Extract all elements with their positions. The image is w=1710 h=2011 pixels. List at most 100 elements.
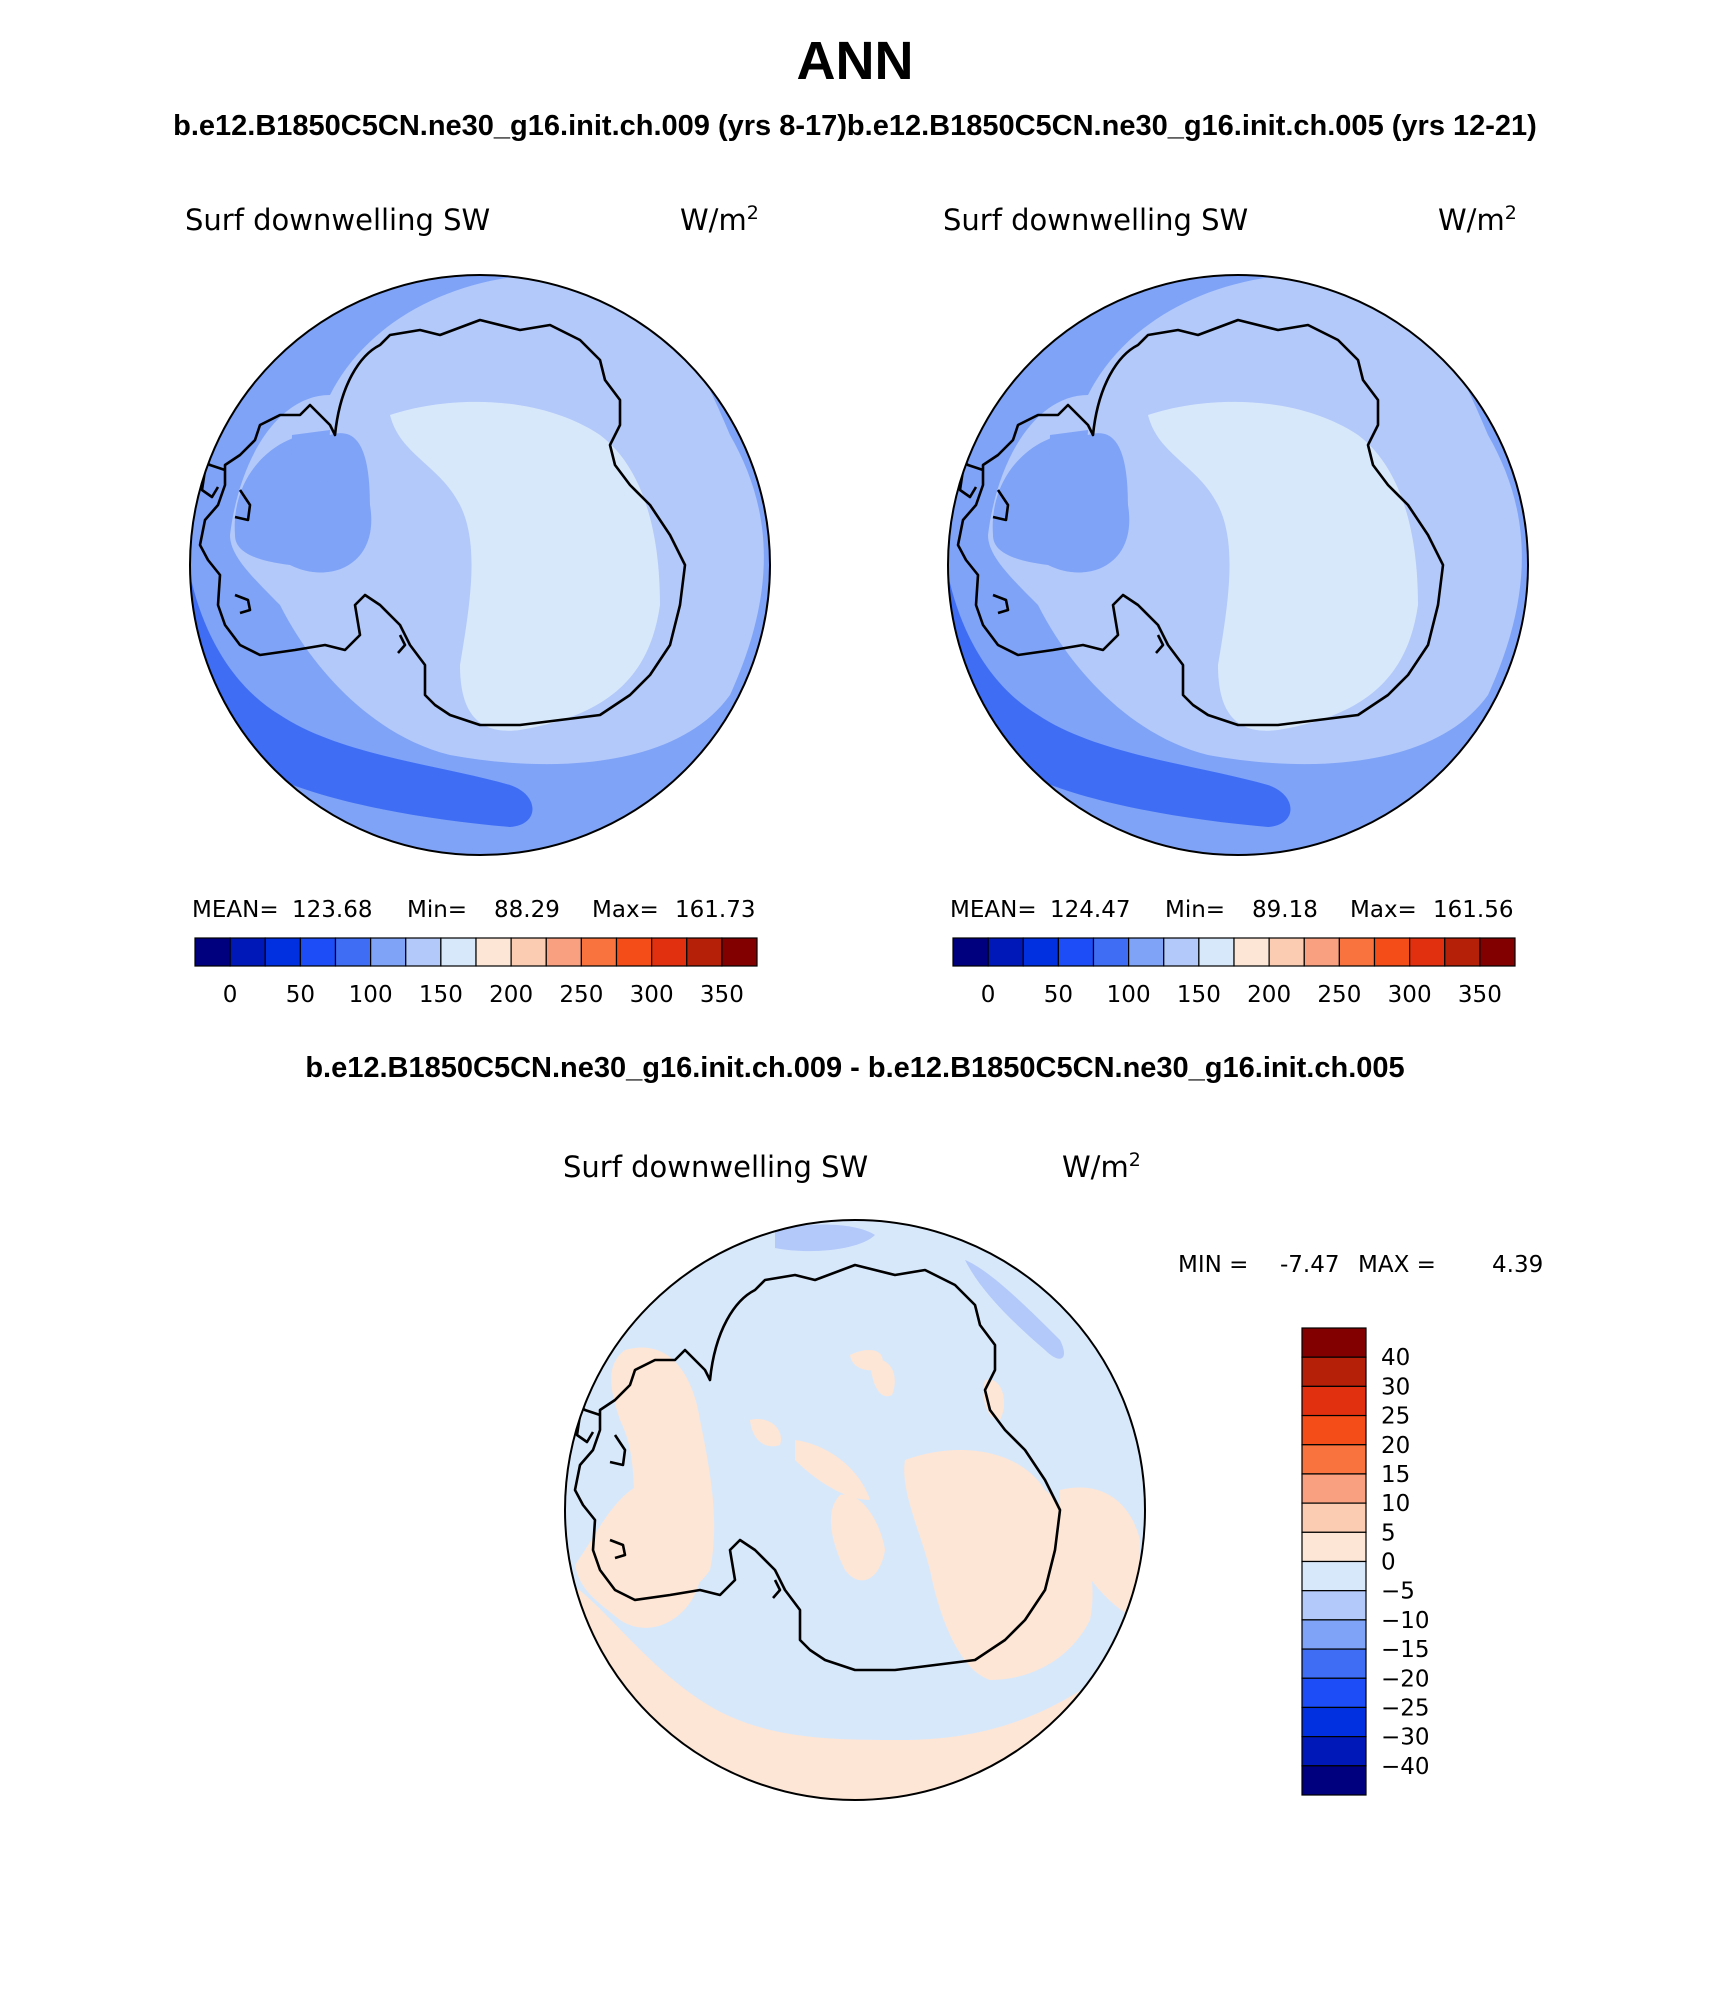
panel-a-colorbar: 0 50 100 150 200 250 300 350 [194,937,758,1008]
panel-a-colorbar-box [580,937,618,967]
panel-a-colorbar-box [440,937,477,967]
panel-a-variable: Surf downwelling SW [185,203,490,237]
panel-a-colorbar-label: 350 [700,982,744,1008]
panel-a-colorbar-box [194,937,231,967]
panel-a-mean: 123.68 [292,897,372,923]
panel-a-max: 161.73 [675,897,755,923]
svg-text:MAX =: MAX = [1358,1252,1436,1278]
diff-colorbar-box [1301,1473,1367,1504]
panel-a-colorbar-box [229,937,266,967]
panel-b-colorbar-box [1163,937,1200,967]
panel-a-colorbar-box [334,937,372,967]
diff-colorbar-box [1301,1736,1367,1767]
panel-b-colorbar-label: 250 [1317,982,1361,1008]
panel-b-colorbar-box [1233,937,1270,967]
panel-b-colorbar-label: 200 [1247,982,1291,1008]
diff-variable: Surf downwelling SW [563,1150,868,1184]
panel-a-colorbar-label: 150 [419,982,463,1008]
diff-stats: MIN = -7.47 MAX = 4.39 [1178,1252,1543,1278]
diff-map [565,1220,1145,1800]
panel-b-colorbar-box [1444,937,1481,967]
panel-b-colorbar-box [1022,937,1059,967]
panel-b-colorbar-box [987,937,1024,967]
diff-colorbar-box [1301,1590,1367,1621]
panel-a-colorbar-box [475,937,512,967]
diff-colorbar-label: 15 [1381,1462,1410,1488]
diff-colorbar-label: 25 [1381,1404,1410,1430]
panel-b-colorbar-label: 150 [1177,982,1221,1008]
panel-diff: Surf downwelling SW W/m2 MIN = -7.47 MA [563,1149,1543,1801]
diff-colorbar-box [1301,1385,1367,1417]
panel-b-units: W/m2 [1438,202,1517,237]
diff-colorbar-label: −15 [1381,1637,1430,1663]
svg-text:Min=: Min= [1165,897,1225,923]
panel-b-max: 161.56 [1433,897,1513,923]
panel-a-colorbar-box [686,937,723,967]
diff-colorbar-box [1301,1327,1367,1358]
panel-a-colorbar-box [651,937,688,967]
panel-b-colorbar-label: 50 [1044,982,1073,1008]
diff-colorbar-box [1301,1765,1367,1796]
diff-colorbar-label: −10 [1381,1608,1430,1634]
svg-text:MIN =: MIN = [1178,1252,1248,1278]
svg-text:Max=: Max= [592,897,659,923]
panel-a-colorbar-box [545,937,582,967]
diff-max: 4.39 [1492,1252,1543,1278]
panel-a-colorbar-box [510,937,547,967]
panel-a-colorbar-box [299,937,337,967]
panel-b: Surf downwelling SW W/m2 MEAN= 124.47 Mi… [943,202,1529,1008]
diff-colorbar-box [1301,1677,1367,1709]
diff-colorbar-box [1301,1502,1367,1533]
diff-colorbar-label: 40 [1381,1345,1410,1371]
diff-colorbar-label: 10 [1381,1491,1410,1517]
panel-a-colorbar-label: 50 [286,982,315,1008]
diff-min: -7.47 [1280,1252,1340,1278]
panel-a-colorbar-label: 200 [489,982,533,1008]
diff-colorbar-label: −30 [1381,1725,1430,1751]
panel-b-colorbar-box [1092,937,1130,967]
panel-a-map [190,275,770,855]
panel-b-colorbar-label: 300 [1388,982,1432,1008]
panel-a: Surf downwelling SW W/m2 MEAN= 123.68 Mi… [185,202,771,1008]
diff-colorbar-label: 0 [1381,1550,1396,1576]
panel-b-colorbar-box [1409,937,1446,967]
panel-a-colorbar-box [721,937,758,967]
panel-a-colorbar-label: 300 [630,982,674,1008]
panel-a-colorbar-box [264,937,301,967]
diff-units: W/m2 [1062,1149,1141,1184]
panel-b-colorbar-label: 100 [1107,982,1151,1008]
diff-colorbar: 40 30 25 20 15 10 5 0 −5 −10 −15 −20 −25 −30 −40 [1301,1327,1430,1796]
diff-colorbar-label: 20 [1381,1433,1410,1459]
diff-colorbar-box [1301,1706,1367,1738]
panel-b-map-border [947,274,1529,856]
diff-colorbar-box [1301,1619,1367,1650]
panel-a-colorbar-box [615,937,653,967]
panel-b-map [948,275,1528,855]
svg-text:Max=: Max= [1350,897,1417,923]
diff-colorbar-label: −40 [1381,1754,1430,1780]
panel-a-stats: MEAN= 123.68 Min= 88.29 Max= 161.73 [192,897,755,923]
panel-b-colorbar-box [1373,937,1411,967]
figure-title: ANN [796,31,914,91]
panel-b-variable: Surf downwelling SW [943,203,1248,237]
diff-colorbar-box [1301,1444,1367,1475]
diff-map-border [564,1219,1146,1801]
case-titles: b.e12.B1850C5CN.ne30_g16.init.ch.009 (yr… [173,110,1537,142]
panel-b-colorbar-box [1479,937,1516,967]
panel-b-colorbar: 0 50 100 150 200 250 300 350 [952,937,1516,1008]
diff-colorbar-box [1301,1356,1367,1387]
panel-a-colorbar-box [370,937,407,967]
panel-a-min: 88.29 [494,897,560,923]
panel-b-colorbar-label: 350 [1458,982,1502,1008]
diff-colorbar-label: 5 [1381,1520,1396,1546]
panel-a-colorbar-label: 250 [559,982,603,1008]
diff-colorbar-box [1301,1648,1367,1679]
panel-a-units: W/m2 [680,202,759,237]
svg-text:MEAN=: MEAN= [950,897,1037,923]
diff-colorbar-label: −5 [1381,1579,1415,1605]
diff-colorbar-box [1301,1414,1367,1446]
panel-b-colorbar-box [1338,937,1376,967]
panel-a-map-border [189,274,771,856]
svg-text:MEAN=: MEAN= [192,897,279,923]
